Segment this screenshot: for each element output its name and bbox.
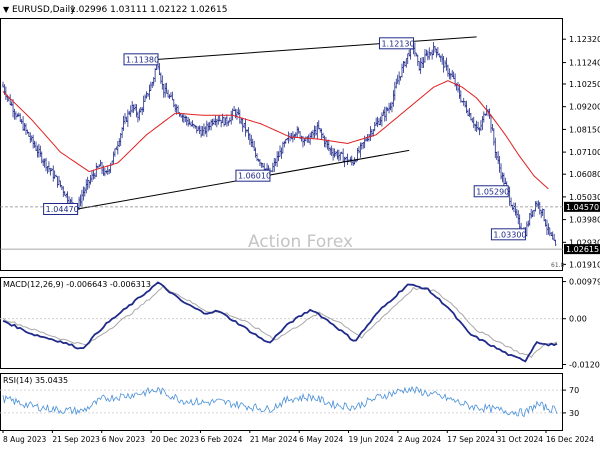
swing-level-label: 1.12130: [381, 39, 414, 48]
price-tick-label: 1.10250: [569, 80, 600, 89]
x-tick-label: 6 Nov 2023: [102, 435, 145, 444]
x-tick-label: 17 Sep 2024: [447, 435, 495, 444]
x-tick-label: 6 May 2024: [299, 435, 343, 444]
swing-level-box: [378, 37, 414, 50]
price-tick-label: 1.05030: [569, 193, 600, 202]
swing-level-box: [473, 185, 509, 198]
price-tick-label: 1.07100: [569, 148, 600, 157]
price-tick-label: 1.02930: [569, 238, 600, 247]
x-tick-label: 20 Dec 2023: [151, 435, 199, 444]
price-tick-label: 1.09200: [569, 103, 600, 112]
price-level-badge: [564, 201, 600, 212]
macd-tick-label: 0.009795: [569, 278, 600, 287]
rsi-panel-frame: [0, 373, 563, 431]
watermark: Action Forex: [248, 232, 353, 252]
macd-panel: 0.009795 0.00 -0.012081 MACD(12,26,9) -0.00…: [0, 277, 600, 370]
price-panel-frame: [0, 18, 563, 271]
price-tick-label: 1.12320: [569, 35, 600, 44]
swing-level-label: 1.04470: [46, 205, 79, 214]
macd-panel-frame: [0, 277, 563, 369]
dropdown-arrow-icon[interactable]: ▼: [3, 5, 10, 14]
swing-level-label: 1.06010: [238, 172, 271, 181]
x-axis: 8 Aug 2023 21 Sep 2023 6 Nov 2023 20 Dec 20…: [2, 430, 594, 444]
price-tick-label: 1.03980: [569, 216, 600, 225]
swing-level-label: 1.11380: [126, 55, 159, 64]
swing-level-box: [490, 228, 526, 241]
x-tick-label: 6 Feb 2024: [200, 435, 242, 444]
x-tick-label: 2 Aug 2024: [398, 435, 441, 444]
candles: [2, 38, 557, 246]
x-tick-label: 21 Mar 2024: [250, 435, 298, 444]
price-tick-label: 1.01910: [569, 260, 600, 269]
rsi-title: RSI(14) 35.0435: [3, 376, 68, 385]
x-tick-label: 31 Oct 2024: [497, 435, 544, 444]
price-tick-label: 1.06080: [569, 170, 600, 179]
macd-tick-label: 0.00: [569, 315, 587, 324]
macd-tick-label: -0.012081: [569, 361, 600, 370]
fib-level-label: 61.8: [551, 262, 565, 269]
swing-level-box: [235, 169, 271, 182]
price-level-badge: [564, 244, 600, 255]
rsi-panel: 70 30 RSI(14) 35.0435: [0, 373, 579, 431]
trendline[interactable]: [157, 36, 477, 60]
price-level-badge-label: 1.04570: [566, 203, 599, 212]
x-tick-label: 8 Aug 2023: [3, 435, 46, 444]
macd-title: MACD(12,26,9) -0.006643 -0.006313: [3, 280, 151, 289]
x-tick-label: 19 Jun 2024: [349, 435, 394, 444]
swing-level-label: 1.03300: [493, 230, 526, 239]
price-level-badge-label: 1.02615: [566, 245, 599, 254]
ohlc-readout: 1.02996 1.03111 1.02122 1.02615: [70, 5, 227, 15]
swing-level-box: [123, 53, 159, 66]
moving-average-line: [2, 80, 549, 190]
rsi-tick-label: 30: [569, 409, 579, 418]
macd-signal-line: [2, 284, 558, 359]
rsi-tick-label: 70: [569, 386, 579, 395]
macd-main-line: [2, 281, 558, 363]
x-tick-label: 21 Sep 2023: [52, 435, 100, 444]
swing-level-label: 1.05290: [476, 187, 509, 196]
price-tick-label: 1.11240: [569, 59, 600, 68]
price-tick-label: 1.08150: [569, 125, 600, 134]
x-tick-label: 16 Dec 2024: [546, 435, 594, 444]
chart-title: EURUSD,Daily: [12, 5, 76, 15]
rsi-line: [2, 385, 558, 418]
price-panel: 1.12320 1.11240 1.10250 1.09200 1.08150 1.071…: [0, 18, 600, 271]
swing-level-box: [43, 203, 79, 216]
